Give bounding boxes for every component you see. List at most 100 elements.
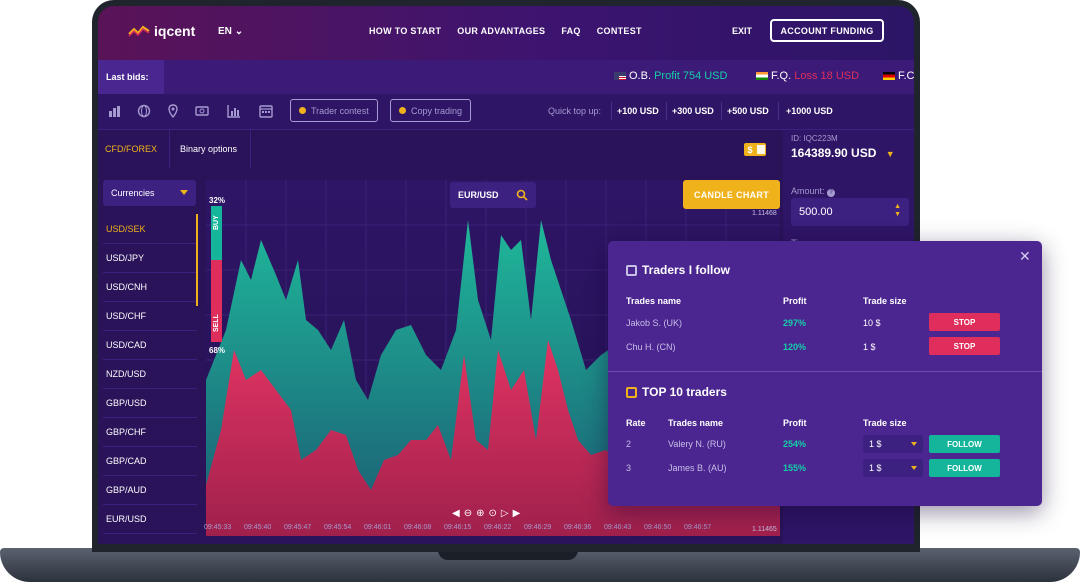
time-axis: 09:45:33 09:45:40 09:45:47 09:45:54 09:46:01…	[204, 524, 780, 536]
stop-button[interactable]: STOP	[929, 313, 1000, 331]
currency-item[interactable]: NZD/USD	[103, 360, 197, 389]
account-funding-button[interactable]: ACCOUNT FUNDING	[770, 19, 884, 42]
top-up-100-button[interactable]: +100 USD	[617, 106, 659, 116]
trade-size-select[interactable]: 1 $	[863, 435, 923, 453]
exit-link[interactable]: EXIT	[732, 26, 753, 36]
currency-list: Currencies USD/SEK USD/JPY USD/CNH USD/CHF U…	[103, 180, 197, 544]
currency-item[interactable]: GBP/CHF	[103, 418, 197, 447]
dollar-bill-icon[interactable]: $	[744, 143, 766, 156]
top-row-profit: 155%	[783, 463, 807, 473]
time-tick-label: 09:46:57	[684, 524, 712, 531]
time-tick-label: 09:45:33	[204, 524, 232, 531]
play-icon[interactable]: ▷	[500, 508, 509, 519]
next-icon[interactable]: ▶	[512, 508, 521, 519]
tab-cfd-forex[interactable]: CFD/FOREX	[98, 130, 170, 168]
currency-list-scrollbar[interactable]	[196, 214, 198, 306]
currency-item[interactable]: USD/CHF	[103, 302, 197, 331]
currency-item[interactable]: EUR/USD	[103, 505, 197, 534]
nav-faq[interactable]: FAQ	[561, 26, 581, 36]
bid-name: O.B.	[629, 70, 652, 82]
top-up-1000-button[interactable]: +1000 USD	[786, 106, 833, 116]
logo-mark-icon	[128, 25, 150, 37]
amount-value: 500.00	[799, 206, 833, 218]
de-flag-icon	[883, 72, 895, 81]
location-pin-icon[interactable]	[166, 104, 180, 119]
amount-input[interactable]: 500.00 ▲ ▼	[791, 198, 909, 226]
follow-button[interactable]: FOLLOW	[929, 435, 1000, 453]
currency-item[interactable]: USD/CAD	[103, 331, 197, 360]
time-tick-label: 09:46:36	[564, 524, 592, 531]
divider	[608, 371, 1042, 372]
prev-icon[interactable]: ◀	[452, 508, 460, 519]
cash-icon[interactable]	[195, 104, 209, 118]
currency-item[interactable]: USD/JPY	[103, 244, 197, 273]
last-bids-bar: Last bids: O.B. Profit 754 USD F.Q. Loss…	[98, 60, 914, 94]
trade-size-select[interactable]: 1 $	[863, 459, 923, 477]
tab-binary-options[interactable]: Binary options	[171, 130, 251, 168]
help-icon[interactable]: ?	[827, 189, 836, 197]
caret-down-icon: ▼	[885, 149, 895, 159]
currency-item[interactable]: GBP/USD	[103, 389, 197, 418]
zoom-out-icon[interactable]: ⊖	[463, 508, 473, 519]
stepper-icon[interactable]: ▲ ▼	[894, 203, 901, 218]
toolbar: Trader contest Copy trading Quick top up…	[98, 94, 914, 130]
logo[interactable]: iqcent	[128, 23, 195, 39]
symbol-search[interactable]: EUR/USD	[450, 182, 536, 208]
bid-item: O.B. Profit 754 USD	[614, 70, 727, 82]
bid-kind: Profit	[654, 70, 680, 82]
in-flag-icon	[756, 72, 768, 81]
copy-trading-label: Copy trading	[411, 105, 463, 116]
trader-contest-button[interactable]: Trader contest	[290, 99, 378, 122]
time-tick-label: 09:46:43	[604, 524, 632, 531]
col-header-profit: Profit	[783, 296, 807, 306]
top-row-name: Valery N. (RU)	[668, 439, 726, 449]
statistics-icon[interactable]	[227, 104, 241, 118]
col-header-name: Trades name	[626, 296, 682, 306]
language-label: EN	[218, 26, 232, 37]
traders-follow-title-text: Traders I follow	[642, 263, 731, 277]
bid-item: F.Q. Loss 18 USD	[756, 70, 859, 82]
trader-contest-label: Trader contest	[311, 105, 369, 116]
stop-button[interactable]: STOP	[929, 337, 1000, 355]
follow-button[interactable]: FOLLOW	[929, 459, 1000, 477]
price-label-top: 1.11468	[752, 210, 777, 217]
top-up-500-button[interactable]: +500 USD	[727, 106, 769, 116]
instrument-tabs: CFD/FOREX Binary options $	[98, 130, 783, 168]
currency-item[interactable]: GBP/CAD	[103, 447, 197, 476]
currencies-dropdown[interactable]: Currencies	[103, 180, 196, 206]
reset-icon[interactable]: ⊙	[488, 508, 497, 519]
globe-icon[interactable]	[137, 104, 151, 118]
symbol-label: EUR/USD	[458, 190, 499, 200]
time-tick-label: 09:45:40	[244, 524, 272, 531]
zoom-in-icon[interactable]: ⊕	[476, 508, 485, 519]
account-balance[interactable]: 164389.90 USD ▼	[791, 146, 895, 160]
currency-item[interactable]: USD/CNH	[103, 273, 197, 302]
top-row-name: James B. (AU)	[668, 463, 727, 473]
col-header-name: Trades name	[668, 418, 724, 428]
traders-popup: ✕ Traders I follow Trades name Profit Tr…	[608, 241, 1042, 506]
search-icon	[516, 189, 528, 201]
divider	[666, 102, 667, 120]
nav-how-to-start[interactable]: HOW TO START	[369, 26, 442, 36]
caret-down-icon	[911, 466, 917, 470]
copy-trading-button[interactable]: Copy trading	[390, 99, 472, 122]
nav-contest[interactable]: CONTEST	[596, 26, 642, 36]
calendar-icon[interactable]	[259, 104, 273, 118]
follow-row-name: Chu H. (CN)	[626, 342, 676, 352]
top-navigation: iqcent EN ⌄ HOW TO START OUR ADVANTAGES …	[98, 6, 914, 60]
currency-item[interactable]: GBP/AUD	[103, 476, 197, 505]
col-header-rate: Rate	[626, 418, 646, 428]
close-icon[interactable]: ✕	[1019, 248, 1031, 264]
currency-item[interactable]: USD/SEK	[103, 215, 197, 244]
balance-value: 164389.90 USD	[791, 146, 877, 160]
nav-our-advantages[interactable]: OUR ADVANTAGES	[457, 26, 546, 36]
candle-chart-button[interactable]: CANDLE CHART	[683, 180, 780, 209]
bar-chart-icon[interactable]	[108, 104, 122, 118]
buy-label: BUY	[213, 215, 220, 230]
top-row-rate: 2	[626, 439, 632, 449]
coin-icon	[299, 107, 306, 114]
sell-percent: 68%	[209, 346, 226, 355]
coin-icon	[399, 107, 406, 114]
top-up-300-button[interactable]: +300 USD	[672, 106, 714, 116]
language-selector[interactable]: EN ⌄	[218, 26, 243, 37]
